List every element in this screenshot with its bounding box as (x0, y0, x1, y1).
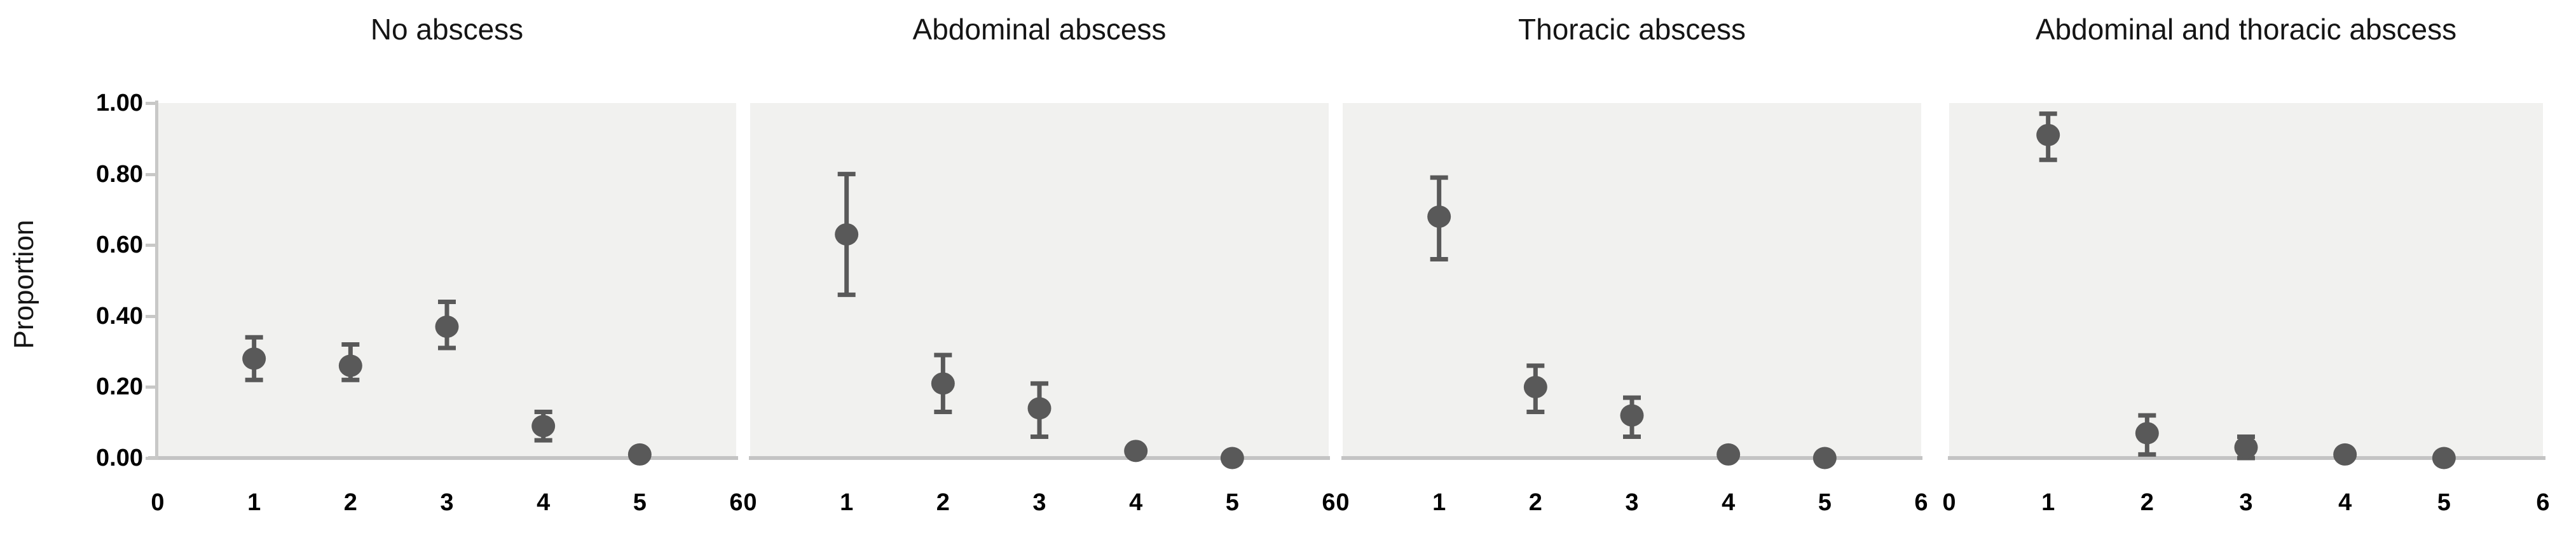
y-tick-mark (146, 244, 158, 247)
y-tick-label: 0.40 (96, 302, 143, 330)
data-point (2333, 443, 2357, 466)
x-tick-label: 3 (440, 489, 454, 516)
panel-title-thoracic-abscess: Thoracic abscess (1518, 13, 1746, 46)
x-tick-label: 6 (1914, 489, 1928, 516)
y-tick-mark (146, 457, 158, 460)
y-axis-line (155, 101, 158, 460)
data-point (2135, 422, 2159, 445)
y-tick-label: 0.80 (96, 160, 143, 188)
data-point (1620, 404, 1644, 427)
y-tick-mark (146, 172, 158, 176)
x-tick-label: 4 (2338, 489, 2352, 516)
data-point (835, 223, 859, 246)
plot-area-no-abscess (158, 103, 736, 456)
y-tick-mark (146, 386, 158, 389)
data-point (1220, 447, 1244, 469)
data-point (1523, 375, 1547, 398)
data-point (627, 443, 652, 466)
data-point (1027, 397, 1052, 420)
x-tick-label: 1 (1432, 489, 1446, 516)
x-tick-label: 4 (537, 489, 551, 516)
panel-title-no-abscess: No abscess (370, 13, 524, 46)
x-tick-label: 3 (1625, 489, 1639, 516)
x-axis-line (749, 456, 1330, 460)
x-tick-label: 3 (1032, 489, 1046, 516)
x-tick-label: 0 (1942, 489, 1956, 516)
y-tick-label: 0.00 (96, 445, 143, 471)
x-tick-label: 5 (633, 489, 647, 516)
data-point (1812, 447, 1837, 469)
data-point (338, 354, 362, 377)
data-point (931, 372, 955, 395)
y-tick-label: 0.20 (96, 373, 143, 401)
data-point (1124, 440, 1148, 462)
panel-title-abdominal-and-thoracic-abscess: Abdominal and thoracic abscess (2035, 13, 2457, 46)
data-point (1716, 443, 1741, 466)
x-tick-label: 1 (247, 489, 261, 516)
x-tick-label: 4 (1129, 489, 1143, 516)
data-point (435, 316, 459, 338)
x-tick-label: 6 (729, 489, 743, 516)
data-point (1427, 205, 1451, 228)
y-tick-label: 1.00 (96, 90, 143, 116)
x-tick-label: 5 (2437, 489, 2451, 516)
data-point (242, 347, 266, 370)
x-tick-label: 0 (743, 489, 757, 516)
x-tick-label: 5 (1818, 489, 1832, 516)
x-tick-label: 2 (2140, 489, 2154, 516)
x-tick-label: 1 (2041, 489, 2055, 516)
x-tick-label: 5 (1225, 489, 1239, 516)
data-point (531, 415, 556, 438)
y-tick-mark (146, 102, 158, 105)
x-tick-label: 1 (840, 489, 854, 516)
x-tick-label: 3 (2239, 489, 2253, 516)
data-point (2036, 123, 2060, 146)
x-tick-label: 4 (1722, 489, 1736, 516)
y-tick-label: 0.60 (96, 232, 143, 259)
x-tick-label: 2 (343, 489, 357, 516)
x-tick-label: 2 (936, 489, 950, 516)
y-tick-mark (146, 314, 158, 318)
panel-title-abdominal-abscess: Abdominal abscess (912, 13, 1167, 46)
data-point (2234, 436, 2258, 459)
x-tick-label: 0 (151, 489, 165, 516)
x-tick-label: 6 (1322, 489, 1336, 516)
data-point (2432, 447, 2456, 469)
x-tick-label: 2 (1528, 489, 1542, 516)
x-axis-line (1341, 456, 1922, 460)
x-tick-label: 6 (2536, 489, 2550, 516)
x-axis-line (148, 456, 738, 460)
x-tick-label: 0 (1336, 489, 1350, 516)
